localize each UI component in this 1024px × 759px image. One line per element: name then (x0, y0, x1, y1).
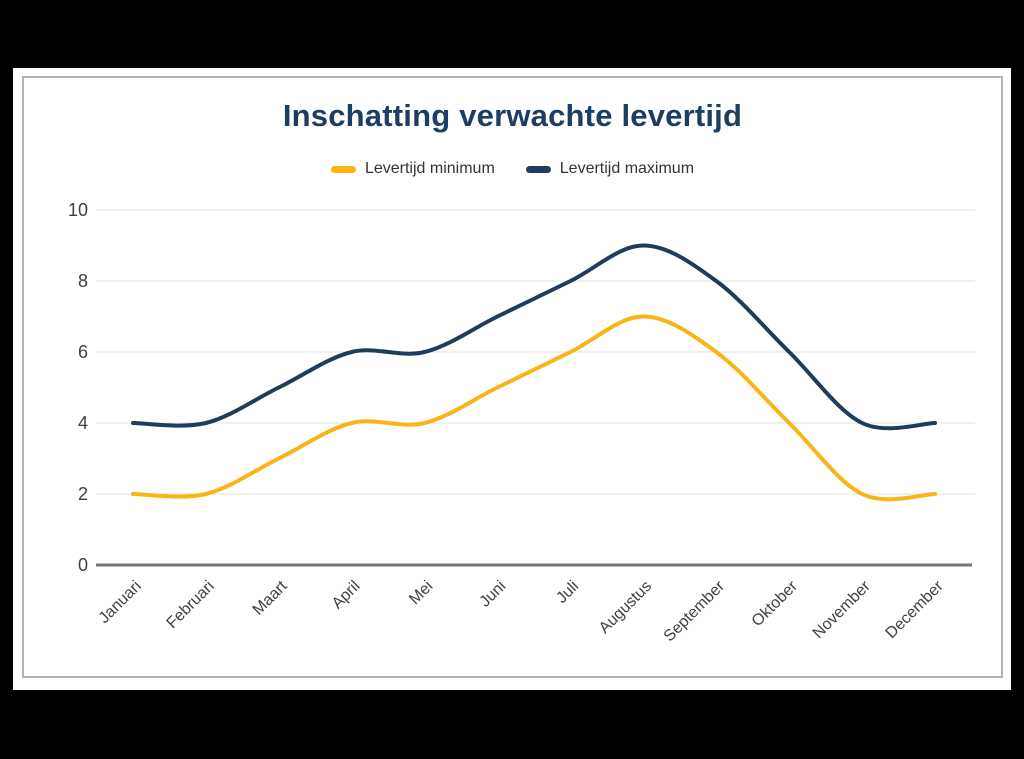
x-tick-label: Augustus (596, 578, 655, 637)
legend-item-maximum: Levertijd maximum (525, 160, 695, 178)
legend-label-minimum: Levertijd minimum (364, 160, 495, 177)
x-tick-label: December (883, 577, 948, 642)
x-tick-label: Januari (96, 578, 145, 627)
chart-card: Inschatting verwachte levertijd Levertij… (22, 76, 1003, 678)
legend-item-minimum: Levertijd minimum (330, 160, 495, 178)
x-tick-label: Mei (406, 578, 436, 608)
x-tick-label: November (810, 577, 875, 642)
x-tick-label: Februari (164, 578, 218, 632)
y-tick-label: 10 (68, 200, 88, 220)
chart-sheet: Inschatting verwachte levertijd Levertij… (13, 68, 1011, 690)
x-tick-label: Maart (250, 577, 291, 618)
legend-swatch-minimum-icon (330, 165, 356, 173)
y-tick-label: 0 (78, 555, 88, 575)
chart-title: Inschatting verwachte levertijd (282, 98, 743, 133)
x-tick-label: September (661, 577, 729, 645)
y-tick-label: 4 (78, 413, 88, 433)
series-line-maximum (131, 243, 937, 431)
y-tick-label: 8 (78, 271, 88, 291)
x-tick-label: Juli (553, 578, 582, 607)
legend-label-maximum: Levertijd maximum (559, 160, 695, 177)
y-tick-label: 6 (78, 342, 88, 362)
x-tick-label: Oktober (749, 577, 802, 630)
legend-swatch-maximum-icon (525, 165, 551, 173)
x-tick-label: April (329, 578, 364, 613)
series-line-minimum (131, 314, 937, 502)
chart-legend: Levertijd minimum Levertijd maximum (24, 158, 1001, 180)
y-tick-label: 2 (78, 484, 88, 504)
x-tick-label: Juni (477, 578, 510, 611)
line-chart-plot: 0 2 4 6 8 10 Januari Februari Maart April Mei Juni J… (68, 200, 975, 645)
